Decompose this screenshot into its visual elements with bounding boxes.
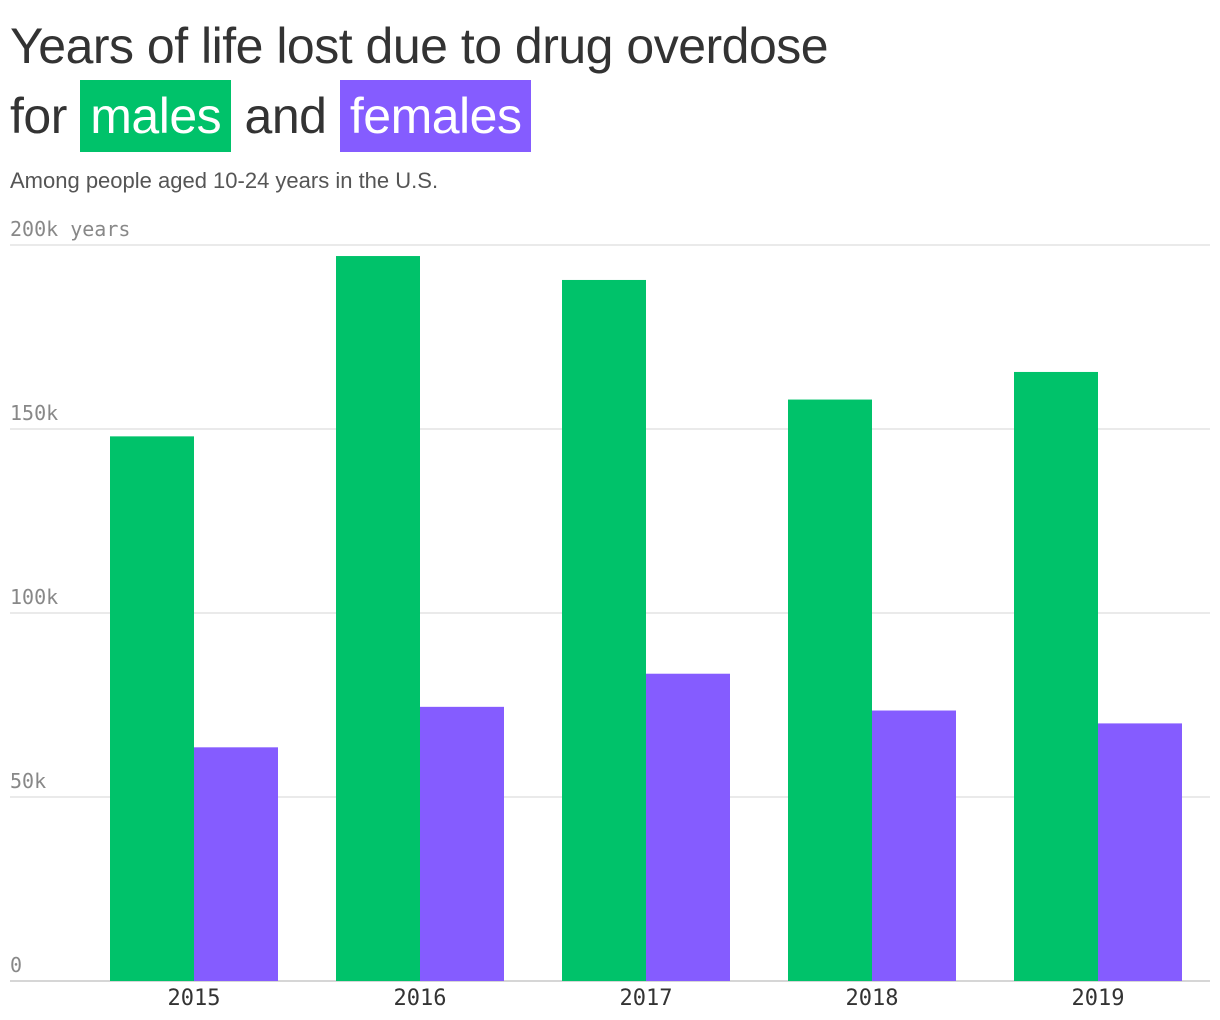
y-tick-label: 50k — [10, 769, 46, 793]
title-word-and: and — [244, 88, 327, 144]
y-tick-label: 0 — [10, 953, 22, 977]
bar-females-2015 — [194, 747, 278, 981]
bar-females-2019 — [1098, 723, 1182, 981]
y-tick-label: 150k — [10, 401, 58, 425]
title-line-1: Years of life lost due to drug overdose — [10, 18, 829, 74]
y-tick-label: 200k years — [10, 217, 130, 241]
bar-males-2017 — [562, 279, 646, 982]
bar-males-2018 — [788, 399, 872, 981]
chart-title: Years of life lost due to drug overdose … — [10, 12, 1210, 152]
x-tick-label: 2017 — [620, 986, 673, 1011]
chart-subtitle: Among people aged 10-24 years in the U.S… — [10, 168, 439, 193]
y-tick-label: 100k — [10, 585, 58, 609]
title-word-for: for — [10, 88, 67, 144]
bar-females-2016 — [420, 706, 504, 981]
bar-males-2016 — [336, 256, 420, 981]
bar-males-2015 — [110, 436, 194, 981]
bar-females-2018 — [872, 710, 956, 981]
legend-males-highlight: males — [80, 80, 232, 152]
x-tick-label: 2015 — [168, 986, 221, 1011]
x-tick-label: 2016 — [394, 986, 447, 1011]
x-tick-label: 2019 — [1072, 986, 1125, 1011]
bar-males-2019 — [1014, 371, 1098, 982]
bar-females-2017 — [646, 673, 730, 981]
x-tick-label: 2018 — [846, 986, 899, 1011]
title-line-2: for males and females — [10, 80, 1210, 152]
legend-females-highlight: females — [339, 80, 532, 152]
